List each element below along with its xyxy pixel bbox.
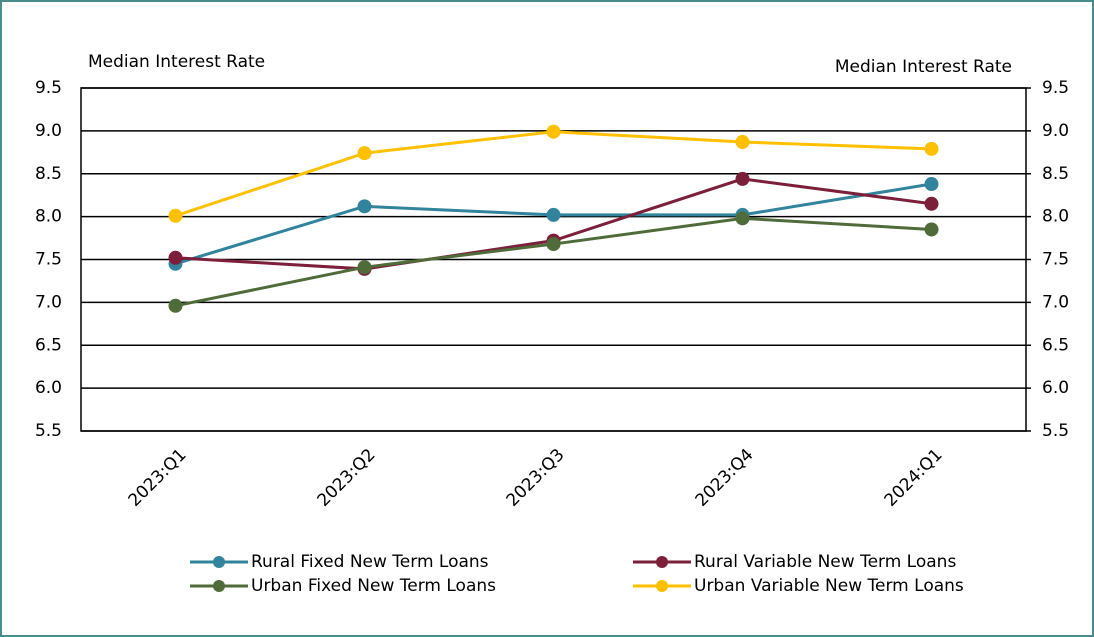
legend-label: Rural Variable New Term Loans	[694, 552, 956, 572]
data-point	[735, 171, 750, 186]
y2-axis-label: Median Interest Rate	[835, 57, 1012, 77]
legend-label: Rural Fixed New Term Loans	[251, 552, 489, 572]
data-point	[168, 208, 183, 223]
legend-label: Urban Fixed New Term Loans	[251, 576, 496, 596]
data-point	[357, 260, 372, 275]
y2-tick-label: 9.5	[1042, 78, 1069, 98]
data-point	[546, 207, 561, 222]
y2-tick-label: 6.0	[1042, 378, 1069, 398]
y-tick-label: 7.5	[35, 250, 62, 270]
data-point	[735, 211, 750, 226]
legend-marker	[213, 556, 225, 568]
y-tick-label: 9.0	[35, 121, 62, 141]
legend-marker	[213, 580, 225, 592]
data-point	[357, 199, 372, 214]
y2-tick-label: 9.0	[1042, 121, 1069, 141]
legend-label: Urban Variable New Term Loans	[694, 576, 964, 596]
data-point	[924, 177, 939, 192]
plot-area	[80, 87, 1027, 432]
data-point	[924, 222, 939, 237]
data-point	[168, 298, 183, 313]
y2-tick-label: 7.0	[1042, 292, 1069, 312]
y-axis-label: Median Interest Rate	[88, 52, 265, 72]
y-tick-label: 9.5	[35, 78, 62, 98]
y2-tick-label: 5.5	[1042, 421, 1069, 441]
data-point	[924, 141, 939, 156]
data-point	[735, 135, 750, 150]
data-point	[924, 196, 939, 211]
y-tick-label: 6.5	[35, 335, 62, 355]
y2-tick-label: 8.5	[1042, 164, 1069, 184]
y-tick-label: 6.0	[35, 378, 62, 398]
y-tick-label: 5.5	[35, 421, 62, 441]
data-point	[546, 124, 561, 139]
y-tick-label: 8.5	[35, 164, 62, 184]
y-tick-label: 8.0	[35, 207, 62, 227]
data-point	[546, 237, 561, 252]
y2-tick-label: 7.5	[1042, 250, 1069, 270]
data-point	[357, 146, 372, 161]
data-point	[168, 250, 183, 265]
legend-marker	[656, 556, 668, 568]
y-tick-label: 7.0	[35, 292, 62, 312]
y2-tick-label: 6.5	[1042, 335, 1069, 355]
y2-tick-label: 8.0	[1042, 207, 1069, 227]
legend-marker	[656, 580, 668, 592]
